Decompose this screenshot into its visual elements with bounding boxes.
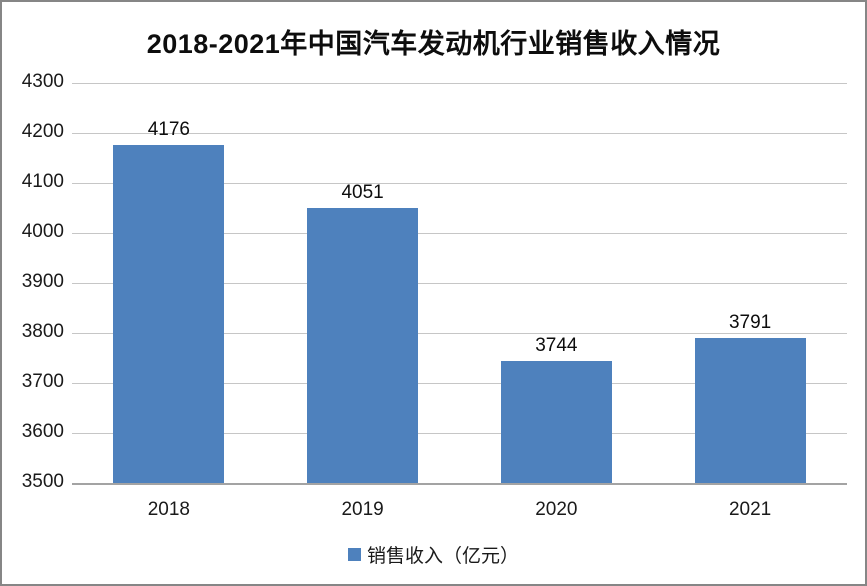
y-gridline [72,383,847,384]
bar-2019 [307,207,419,483]
bar-2020 [500,361,612,483]
y-gridline [72,333,847,334]
chart-title: 2018-2021年中国汽车发动机行业销售收入情况 [146,29,721,59]
x-axis-tick-label: 2019 [341,499,384,520]
y-axis-tick-label: 3600 [21,420,64,442]
y-axis-tick-label: 3500 [21,470,64,492]
x-axis-tick-label: 2021 [728,499,772,520]
y-gridline [72,233,847,234]
y-gridline [72,133,847,134]
y-axis-tick-label: 4200 [21,120,64,142]
bar-value-label: 3744 [535,335,578,356]
bar-value-label: 3791 [728,311,772,333]
bar-2021 [694,337,806,483]
bar-value-label: 4176 [147,119,191,140]
legend-label: 销售收入（亿元） [366,546,519,567]
legend-color-swatch [347,548,361,561]
y-axis-tick-label: 3900 [21,270,64,292]
y-axis-tick-label: 3700 [21,370,64,392]
bar-value-label: 4051 [341,181,384,203]
y-gridline [72,83,847,84]
y-axis-tick-label: 4000 [21,220,64,242]
y-axis-tick-label: 3800 [21,320,64,342]
y-gridline [72,183,847,184]
x-axis-tick-label: 2020 [535,499,578,520]
legend: 销售收入（亿元） [2,541,865,568]
x-axis-tick-label: 2018 [147,499,191,520]
y-gridline [72,433,847,434]
y-axis-tick-label: 4300 [21,70,64,92]
y-gridline [72,283,847,284]
bar-2018 [113,145,225,483]
x-axis-line [72,483,847,485]
y-axis-tick-label: 4100 [21,170,64,192]
